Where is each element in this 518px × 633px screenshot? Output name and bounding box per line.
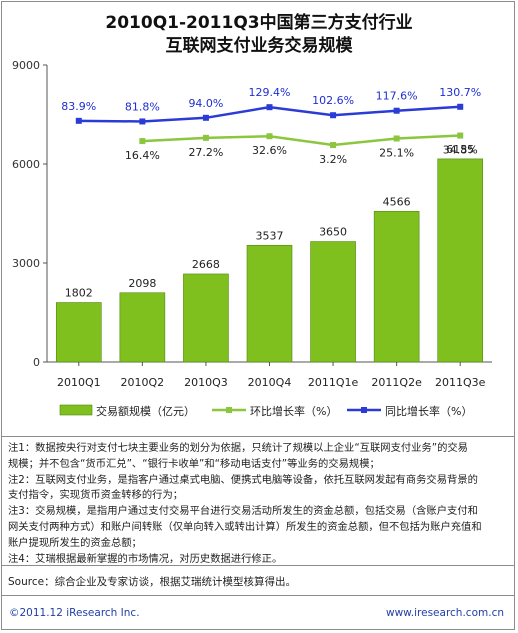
qoq-point <box>202 134 209 141</box>
yoy-point <box>393 107 400 114</box>
website-link[interactable]: www.iresearch.com.cn <box>385 607 504 619</box>
note-line: 注3：交易规模，是指用户通过支付交易平台进行交易活动所发生的资金总额，包括交易（… <box>8 505 478 518</box>
qoq-point <box>266 133 273 140</box>
x-tick-label: 2011Q1e <box>308 376 359 389</box>
note-line: 网关支付两种方式）和账户间转账（仅单向转入或转出计算）所发生的资金总额，但不包括… <box>8 520 482 533</box>
y-tick-label: 0 <box>33 356 40 369</box>
yoy-point <box>266 104 273 111</box>
x-tick-label: 2010Q3 <box>184 376 228 389</box>
qoq-point <box>330 142 337 149</box>
qoq-growth-line <box>142 134 461 147</box>
qoq-point <box>393 135 400 142</box>
x-tick-label: 2011Q3e <box>435 376 486 389</box>
x-tick-label: 2010Q2 <box>121 376 165 389</box>
bar <box>183 273 229 363</box>
note-line: 注4：艾瑞根据最新掌握的市场情况，对历史数据进行修正。 <box>8 552 283 565</box>
legend-bar-swatch <box>59 404 93 416</box>
yoy-value-label: 130.7% <box>439 86 481 99</box>
yoy-value-label: 81.8% <box>125 100 160 113</box>
chart-title-line1: 2010Q1-2011Q3中国第三方支付行业 <box>105 13 413 33</box>
qoq-value-label: 32.6% <box>252 144 287 157</box>
qoq-value-label: 16.4% <box>125 149 160 162</box>
yoy-value-label: 129.4% <box>249 86 291 99</box>
yoy-point <box>75 117 82 124</box>
x-tick-label: 2010Q4 <box>248 376 292 389</box>
legend-yoy-marker <box>361 407 367 413</box>
qoq-value-label: 34.8% <box>443 144 478 157</box>
notes-box: 注1：数据按央行对支付七块主要业务的划分为依据，只统计了规模以上企业“互联网支付… <box>1 436 515 566</box>
copyright-text: ©2011.12 iResearch Inc. <box>9 607 140 619</box>
bar <box>55 302 102 363</box>
note-line: 支付指令，实现货币资金转移的行为； <box>8 489 184 502</box>
yoy-point <box>457 103 464 110</box>
bar-value-label: 2098 <box>128 277 156 290</box>
yoy-point <box>139 118 146 125</box>
qoq-point <box>457 132 464 139</box>
y-tick-label: 9000 <box>12 59 40 72</box>
y-tick-label: 6000 <box>12 158 40 171</box>
bar <box>119 292 166 363</box>
legend-qoq-label: 环比增长率（%） <box>250 404 337 418</box>
legend-yoy-label: 同比增长率（%） <box>385 404 472 418</box>
note-line: 注2：互联网支付业务，是指客户通过桌式电脑、便携式电脑等设备，依托互联网发起有商… <box>8 473 478 486</box>
note-line: 注1：数据按央行对支付七块主要业务的划分为依据，只统计了规模以上企业“互联网支付… <box>8 442 468 454</box>
yoy-value-label: 117.6% <box>376 90 418 103</box>
yoy-point <box>330 112 337 119</box>
yoy-value-label: 102.6% <box>312 94 354 107</box>
bar <box>246 244 293 363</box>
footer-divider <box>1 595 515 596</box>
bar-value-label: 6155 <box>446 143 474 156</box>
note-line: 账户提现所发生的资金总额； <box>8 536 142 549</box>
qoq-value-label: 25.1% <box>379 146 414 159</box>
yoy-value-label: 83.9% <box>61 100 96 113</box>
bar-value-label: 3537 <box>256 229 284 242</box>
chart-title-line2: 互联网支付业务交易规模 <box>165 36 353 56</box>
bar-value-label: 3650 <box>319 226 347 239</box>
legend-bar-label: 交易额规模（亿元） <box>96 404 195 418</box>
yoy-point <box>202 114 209 121</box>
x-tick-label: 2011Q2e <box>371 376 422 389</box>
chart-plot: 0 3000 6000 9000 1802 2098 2668 3537 3650 4566 615… <box>12 59 492 418</box>
bar <box>310 241 356 363</box>
bar-value-label: 1802 <box>65 287 93 300</box>
bar <box>437 158 484 363</box>
y-tick-label: 3000 <box>12 257 40 270</box>
bar-value-label: 4566 <box>383 195 411 208</box>
yoy-value-label: 94.0% <box>188 97 223 110</box>
note-line: 规模；并不包含“货币汇兑”、“银行卡收单”和“移动电话支付”等业务的交易规模； <box>8 457 380 470</box>
x-tick-label: 2010Q1 <box>57 376 101 389</box>
qoq-point <box>139 138 146 145</box>
bar-value-label: 2668 <box>192 258 220 271</box>
qoq-value-label: 27.2% <box>188 146 223 159</box>
legend-qoq-marker <box>226 407 232 413</box>
bar <box>373 211 420 363</box>
qoq-value-label: 3.2% <box>319 153 347 166</box>
source-text: Source：综合企业及专家访谈，根据艾瑞统计模型核算得出。 <box>8 576 297 588</box>
